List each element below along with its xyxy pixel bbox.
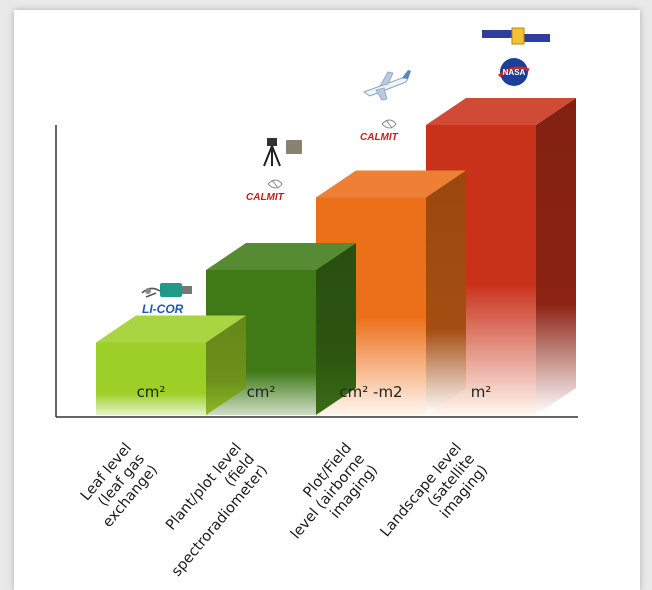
solar-panel-right [524, 34, 550, 42]
analyzer-panel [182, 286, 192, 294]
bar-top-1 [96, 315, 246, 343]
analyzer-body [160, 283, 182, 297]
satellite-dish-sketch [381, 119, 397, 129]
nasa-swoosh [498, 66, 530, 78]
bar-unit-label-3: cm² -m2 [339, 383, 402, 401]
licor-logo: LI-COR [142, 302, 184, 316]
spectroradiometer-icon [263, 138, 302, 167]
airplane-fuselage [362, 77, 409, 97]
solar-panel-left [482, 30, 512, 38]
instrument-case [286, 140, 302, 154]
bar-unit-label-4: m² [471, 383, 492, 401]
leaf-chamber [145, 288, 151, 294]
bar-unit-label-1: cm² [137, 383, 166, 401]
calmit-logo-text: CALMIT [246, 192, 285, 203]
airplane-icon [362, 70, 411, 101]
bar-side-2 [316, 243, 356, 415]
nasa-logo: NASA [498, 58, 530, 86]
nasa-logo-text: NASA [503, 68, 526, 77]
bar-unit-label-2: cm² [247, 383, 276, 401]
bar-top-3 [316, 170, 466, 198]
bar-top-2 [206, 243, 356, 270]
calmit-logo-text: CALMIT [360, 132, 399, 143]
satellite-dish-sketch [267, 179, 283, 189]
satellite-body [511, 27, 525, 45]
gas-analyzer-icon: LI-COR [141, 283, 192, 316]
airplane-wings [375, 71, 394, 101]
calmit-logo-2: CALMIT [360, 119, 399, 143]
calmit-logo-1: CALMIT [246, 179, 285, 203]
bar-top-4 [426, 98, 576, 125]
bar-side-4 [536, 98, 576, 415]
nasa-meatball [500, 58, 528, 86]
sensor-head [267, 138, 277, 146]
bar-side-3 [426, 170, 466, 415]
bar-side-1 [206, 315, 246, 415]
bar-1 [96, 342, 206, 415]
satellite-icon [482, 27, 550, 45]
analyzer-cable [141, 287, 161, 298]
tripod-legs [263, 145, 281, 167]
airplane-tail [402, 70, 411, 79]
